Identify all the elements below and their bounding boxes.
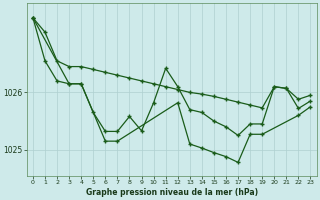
- X-axis label: Graphe pression niveau de la mer (hPa): Graphe pression niveau de la mer (hPa): [86, 188, 258, 197]
